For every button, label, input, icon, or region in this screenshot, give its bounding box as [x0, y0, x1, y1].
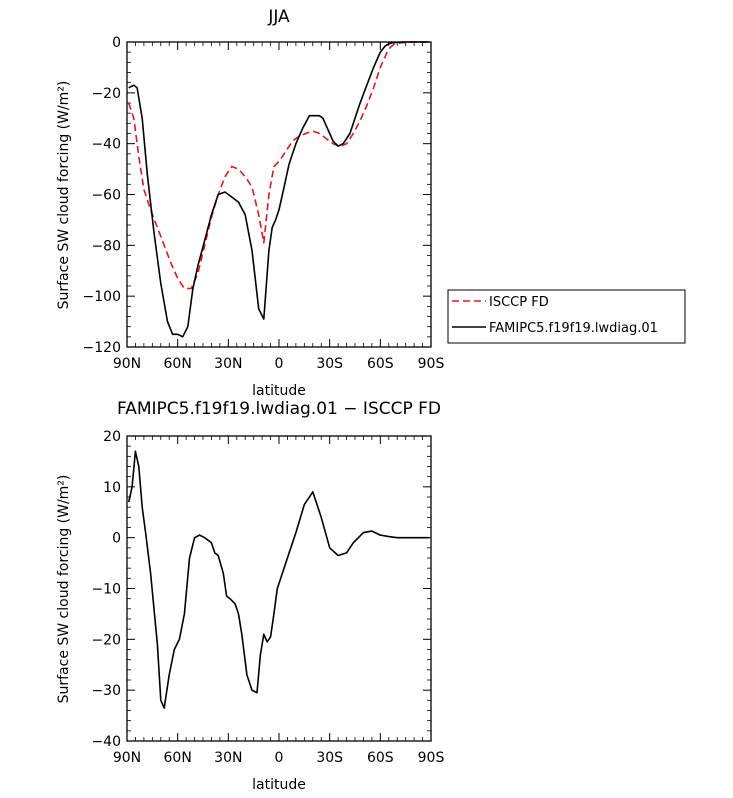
y-tick-label: −120 [83, 340, 121, 356]
x-axis-label: latitude [252, 383, 306, 399]
x-tick-label: 60S [367, 356, 394, 372]
y-tick-label: 20 [103, 429, 121, 445]
y-axis-label: Surface SW cloud forcing (W/m²) [56, 475, 72, 704]
y-tick-label: −80 [91, 238, 121, 254]
x-tick-label: 60N [164, 356, 192, 372]
y-tick-label: −20 [91, 86, 121, 102]
y-tick-label: −30 [91, 683, 121, 699]
y-tick-label: 0 [112, 35, 121, 51]
legend-label-famipc5: FAMIPC5.f19f19.lwdiag.01 [489, 321, 658, 336]
chart-title: FAMIPC5.f19f19.lwdiag.01 − ISCCP FD [117, 399, 441, 419]
y-tick-label: −40 [91, 137, 121, 153]
x-tick-label: 30S [316, 750, 343, 766]
x-tick-label: 30N [214, 750, 242, 766]
x-tick-label: 60N [164, 750, 192, 766]
ticks: 90N 60N 30N 0 30S 60S 90S 0 −20 −40 −60 −80 −100 −120 [83, 35, 445, 372]
x-tick-label: 0 [275, 356, 284, 372]
x-tick-label: 90S [418, 750, 445, 766]
series-line-famipc5 [128, 41, 430, 338]
y-tick-label: −100 [83, 289, 121, 305]
chart-title: JJA [267, 7, 290, 27]
x-tick-label: 90N [113, 356, 141, 372]
ticks: 90N 60N 30N 0 30S 60S 90S 20 10 0 −10 −20 −30 −40 [91, 429, 444, 766]
legend-label-isccp: ISCCP FD [489, 295, 549, 310]
y-tick-label: −40 [91, 734, 121, 750]
x-tick-label: 30N [214, 356, 242, 372]
chart-top: JJA 90N 60N 30N 0 30S 60S 90S 0 −20 −40 −60 −80 −100… [56, 7, 686, 399]
x-tick-label: 60S [367, 750, 394, 766]
series-group [127, 41, 430, 338]
y-tick-label: −10 [91, 582, 121, 598]
series-line-famipc5 [127, 450, 430, 709]
series-line-isccp [127, 41, 430, 290]
x-tick-label: 30S [316, 356, 343, 372]
plot-frame [126, 41, 432, 348]
x-axis-label: latitude [252, 777, 306, 793]
x-tick-label: 90S [418, 356, 445, 372]
series-group [127, 450, 430, 709]
x-tick-label: 0 [275, 750, 284, 766]
y-axis-label: Surface SW cloud forcing (W/m²) [56, 81, 72, 310]
x-tick-label: 90N [113, 750, 141, 766]
chart-bottom: FAMIPC5.f19f19.lwdiag.01 − ISCCP FD 90N 6… [56, 399, 444, 793]
y-tick-label: −20 [91, 632, 121, 648]
y-tick-label: 10 [103, 480, 121, 496]
y-tick-label: 0 [112, 531, 121, 547]
legend: ISCCP FD FAMIPC5.f19f19.lwdiag.01 [447, 289, 686, 344]
legend-box [447, 289, 686, 344]
y-tick-label: −60 [91, 188, 121, 204]
plot-frame [126, 435, 432, 742]
